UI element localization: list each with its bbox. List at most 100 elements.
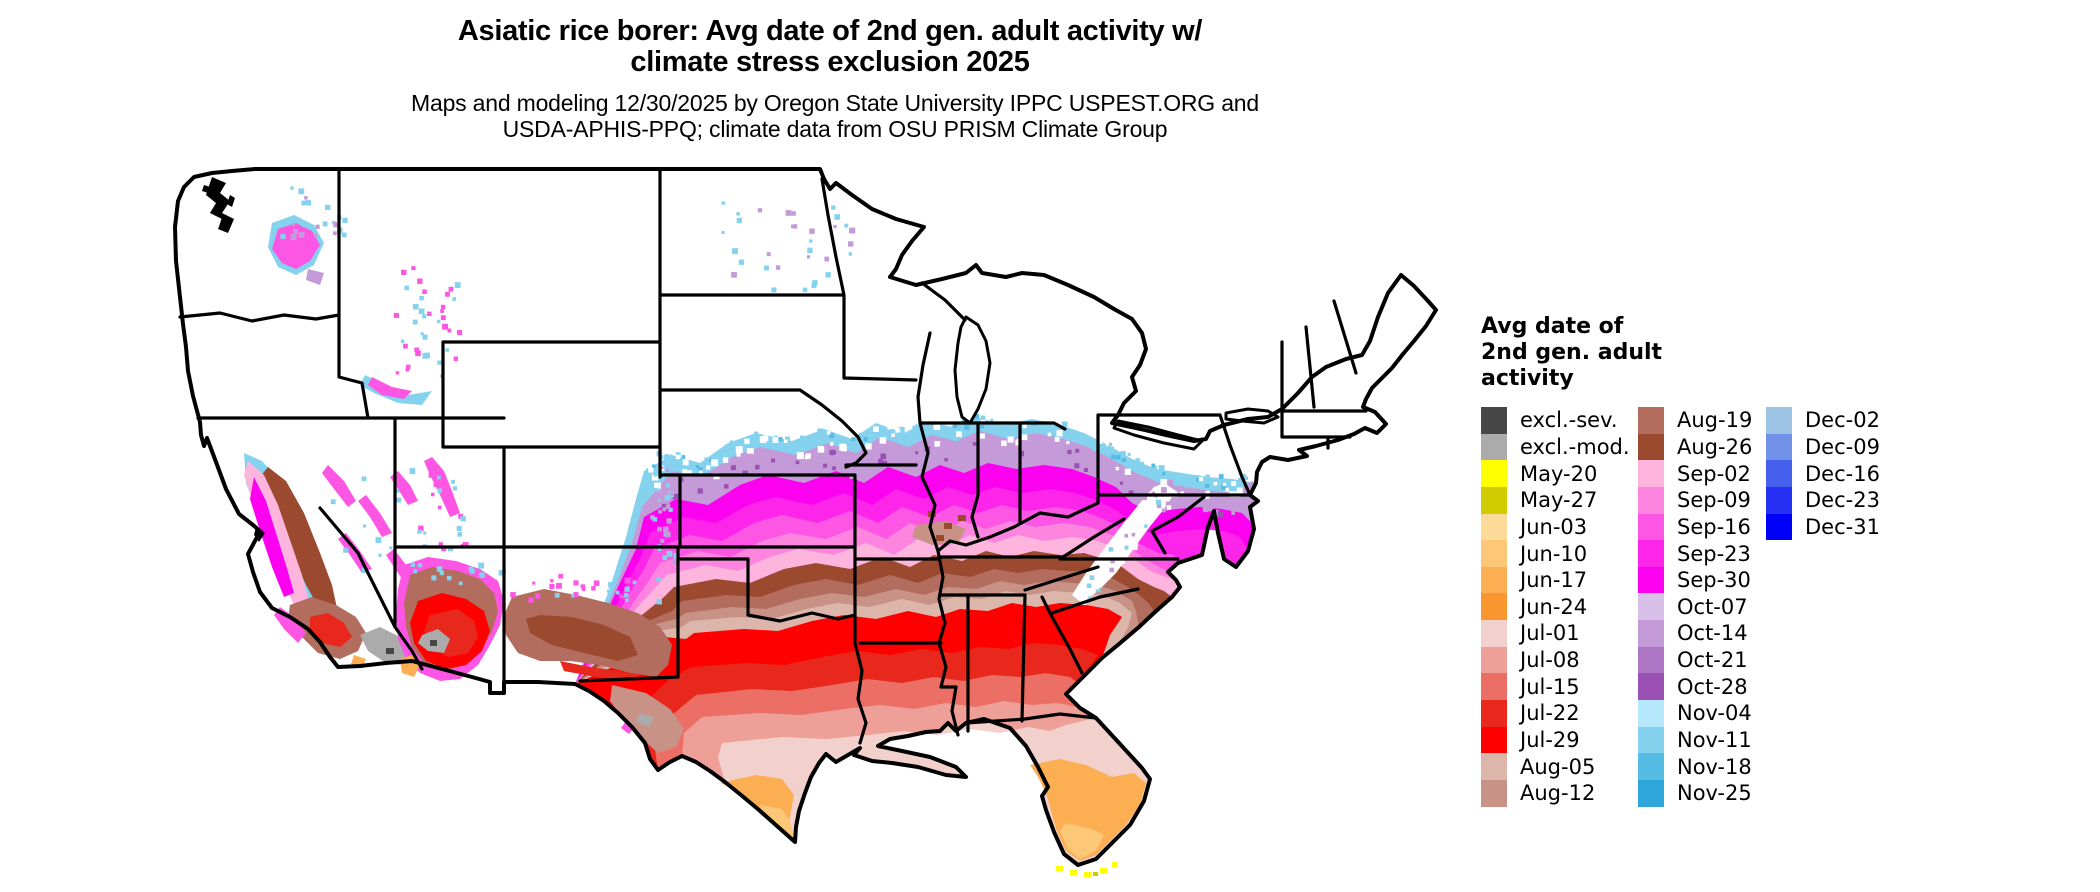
region-patch-2: [1030, 759, 1146, 861]
legend-label: Oct-14: [1677, 621, 1748, 646]
legend-label: Aug-05: [1520, 754, 1596, 779]
legend-item: Sep-30: [1638, 566, 1752, 594]
legend-swatch: [1638, 513, 1664, 541]
legend-label: Nov-25: [1677, 781, 1752, 806]
legend-item: excl.-mod.: [1481, 433, 1630, 461]
legend-item: Nov-11: [1638, 726, 1752, 754]
legend-item: Jun-17: [1481, 566, 1630, 594]
legend-swatch: [1638, 726, 1664, 754]
legend-swatch: [1638, 433, 1664, 461]
region-patch-14: [322, 465, 356, 507]
legend-item: Aug-05: [1481, 753, 1630, 780]
legend-swatch: [1481, 566, 1507, 594]
legend-item: Oct-07: [1638, 593, 1752, 621]
region-patch-48: [1084, 872, 1091, 877]
legend-swatch: [1638, 673, 1664, 701]
legend-swatch: [1481, 460, 1507, 487]
region-patch-42: [944, 523, 952, 529]
legend-label: Dec-31: [1805, 514, 1880, 539]
legend-column-2: Aug-19 Aug-26 Sep-02 Sep-09 Sep-16 Sep-23 Sep-…: [1638, 407, 1752, 807]
page-subtitle: Maps and modeling 12/30/2025 by Oregon S…: [130, 90, 1540, 142]
legend-swatch: [1638, 540, 1664, 567]
region-patch-17: [390, 471, 418, 505]
legend-item: Jul-08: [1481, 646, 1630, 674]
legend-label: Jul-15: [1520, 674, 1580, 699]
legend-item: Jul-15: [1481, 673, 1630, 701]
legend-swatch: [1766, 460, 1792, 487]
legend-item: May-20: [1481, 460, 1630, 487]
region-patch-44: [936, 535, 944, 541]
legend-swatch: [1481, 779, 1507, 807]
legend-label: Nov-11: [1677, 728, 1752, 752]
region-patch-7: [250, 477, 294, 597]
legend-label: Dec-16: [1805, 461, 1880, 486]
legend-label: Jul-22: [1520, 701, 1580, 726]
legend-swatch: [1481, 407, 1507, 434]
legend-label: Nov-18: [1677, 754, 1752, 779]
legend-item: Oct-28: [1638, 673, 1752, 701]
legend-item: Sep-16: [1638, 513, 1752, 541]
legend-column-3: Dec-02 Dec-09 Dec-16 Dec-23 Dec-31: [1766, 407, 1880, 541]
legend-item: Dec-23: [1766, 486, 1880, 514]
legend-swatch: [1638, 646, 1664, 674]
sf-bay-detail: [254, 527, 265, 542]
legend-item: excl.-sev.: [1481, 407, 1630, 434]
band-jul-01: [718, 718, 1150, 865]
legend-swatch: [1638, 700, 1664, 727]
us-outline: [173, 167, 1438, 867]
legend-swatch: [1481, 513, 1507, 541]
legend-label: Dec-23: [1805, 488, 1880, 513]
legend-item: Dec-02: [1766, 407, 1880, 434]
legend-swatch: [1638, 593, 1664, 621]
legend-swatch: [1766, 486, 1792, 514]
legend-label: excl.-sev.: [1520, 408, 1618, 433]
legend-item: Jun-24: [1481, 593, 1630, 621]
legend-label: Sep-23: [1677, 541, 1751, 566]
legend-item: Jun-03: [1481, 513, 1630, 541]
legend-swatch: [1481, 646, 1507, 674]
legend-item: Nov-04: [1638, 700, 1752, 727]
legend-swatch: [1766, 433, 1792, 461]
region-patch-24: [368, 377, 412, 399]
legend-label: Sep-16: [1677, 514, 1751, 539]
us-map: [160, 165, 1450, 892]
legend-item: May-27: [1481, 486, 1630, 514]
legend-swatch: [1638, 407, 1664, 434]
region-patch-32: [430, 640, 437, 646]
legend-label: May-20: [1520, 461, 1598, 486]
legend-swatch: [1766, 513, 1792, 541]
legend-item: Aug-26: [1638, 433, 1752, 461]
region-patch-38: [636, 713, 654, 727]
legend-label: Sep-09: [1677, 488, 1751, 513]
legend-item: Aug-19: [1638, 407, 1752, 434]
legend-label: Oct-07: [1677, 594, 1748, 619]
legend-swatch: [1481, 433, 1507, 461]
legend-label: Jun-10: [1520, 541, 1588, 566]
san-juan-islands-detail: [202, 185, 235, 229]
legend-swatch: [1481, 620, 1507, 647]
region-patch-51: [1093, 872, 1098, 876]
legend-label: Dec-02: [1805, 408, 1880, 433]
legend-label: Aug-19: [1677, 408, 1753, 433]
region-patch-22: [306, 269, 324, 285]
title-line-2: climate stress exclusion 2025: [630, 46, 1030, 78]
legend-swatch: [1638, 460, 1664, 487]
legend-swatch: [1638, 620, 1664, 647]
title-line-1: Asiatic rice borer: Avg date of 2nd gen.…: [457, 15, 1203, 47]
legend-title: Avg date of 2nd gen. adult activity: [1481, 314, 1721, 392]
legend-swatch: [1481, 726, 1507, 754]
legend-label: May-27: [1520, 488, 1598, 513]
legend-swatch: [1638, 779, 1664, 807]
legend-label: Sep-30: [1677, 568, 1751, 593]
legend-item: Dec-09: [1766, 433, 1880, 461]
region-patch-12: [386, 648, 394, 654]
region-patch-45: [1072, 483, 1176, 603]
legend-swatch: [1638, 566, 1664, 594]
legend-item: Sep-23: [1638, 540, 1752, 567]
legend-label: Dec-09: [1805, 434, 1880, 459]
legend-title-line-2: 2nd gen. adult: [1481, 340, 1663, 365]
region-patch-49: [1100, 868, 1107, 873]
region-patch-46: [1056, 866, 1063, 871]
legend-item: Aug-12: [1481, 779, 1630, 807]
